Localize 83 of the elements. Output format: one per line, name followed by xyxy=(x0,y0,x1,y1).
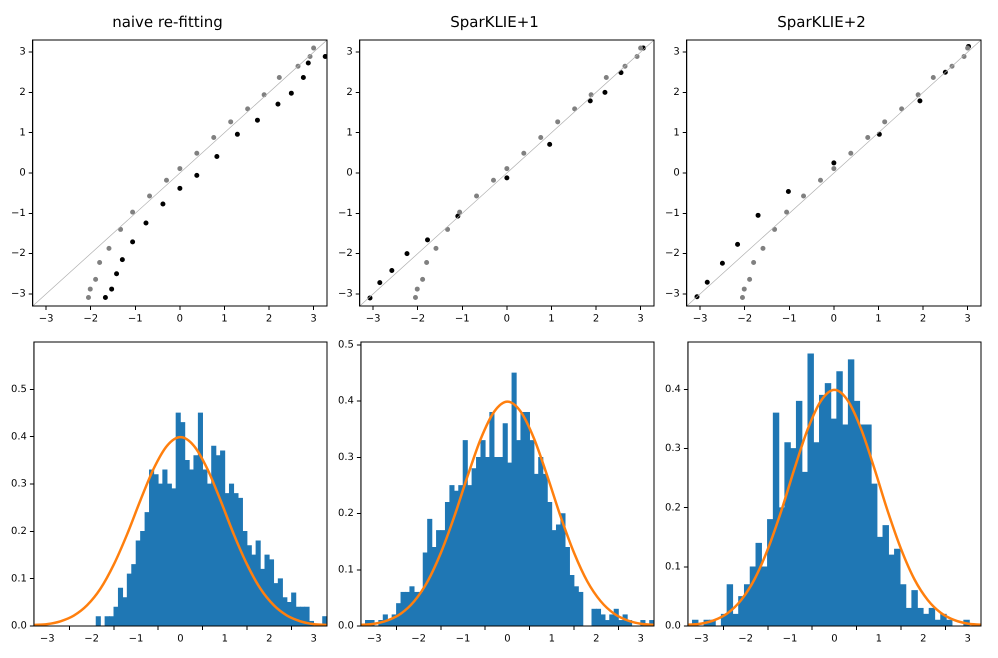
x-tick-label: −2 xyxy=(737,314,752,325)
y-tick-label: 0.3 xyxy=(664,443,681,454)
y-tick-label: −3 xyxy=(10,288,26,300)
y-tick-label: 0.4 xyxy=(664,384,681,395)
y-tick-label: 3 xyxy=(19,46,26,58)
x-tick-label: 2 xyxy=(593,634,600,645)
x-tick-label: 2 xyxy=(266,634,272,645)
x-tick-label: 0 xyxy=(176,314,184,325)
x-tick-label: 3 xyxy=(310,314,317,325)
chart-title: SparKLIE+2 xyxy=(777,12,866,31)
x-tick-label: −1 xyxy=(782,314,797,325)
x-tick-label: 0 xyxy=(177,634,184,645)
x-tick-label: −1 xyxy=(782,634,798,645)
y-tick-label: 3 xyxy=(346,46,353,58)
y-tick-label: 0.1 xyxy=(10,573,27,584)
x-tick-label: 2 xyxy=(266,314,272,325)
y-tick-label: −3 xyxy=(338,288,353,300)
y-tick-label: 0.1 xyxy=(338,564,354,576)
y-tick-label: 0 xyxy=(673,168,680,179)
x-tick-label: −3 xyxy=(692,314,708,325)
y-tick-label: 0.0 xyxy=(664,620,681,632)
y-tick-label: 0 xyxy=(19,168,26,179)
y-tick-label: 0.2 xyxy=(10,526,27,537)
y-tick-label: 0.4 xyxy=(338,396,354,407)
y-tick-label: −2 xyxy=(664,248,680,260)
x-tick-label: 1 xyxy=(548,314,555,325)
x-tick-label: 0 xyxy=(504,634,511,645)
y-tick-label: 0 xyxy=(346,168,353,179)
y-tick-label: −3 xyxy=(664,288,680,300)
x-tick-label: 1 xyxy=(222,634,228,645)
x-tick-label: 0 xyxy=(831,634,838,645)
y-tick-label: −1 xyxy=(664,208,680,219)
y-tick-label: −2 xyxy=(10,248,26,260)
x-tick-label: 1 xyxy=(221,314,228,325)
x-tick-label: −3 xyxy=(694,634,709,645)
y-tick-label: 1 xyxy=(673,127,680,138)
x-tick-label: −2 xyxy=(410,314,426,325)
x-tick-label: −2 xyxy=(411,634,426,645)
x-tick-label: 2 xyxy=(592,314,600,325)
y-tick-label: 0.0 xyxy=(338,620,354,632)
y-tick-label: 0.2 xyxy=(664,502,681,514)
x-tick-label: −3 xyxy=(366,634,382,645)
x-tick-label: 0 xyxy=(504,314,510,325)
x-tick-label: −3 xyxy=(366,314,380,325)
y-tick-label: 1 xyxy=(346,127,353,138)
y-tick-label: 0.0 xyxy=(10,620,27,632)
y-tick-label: 2 xyxy=(19,86,26,98)
x-tick-label: −2 xyxy=(83,314,98,325)
y-tick-label: 1 xyxy=(19,127,26,138)
y-tick-label: 0.5 xyxy=(10,384,27,395)
y-tick-label: 0.1 xyxy=(664,561,681,572)
x-tick-label: −1 xyxy=(128,314,143,325)
y-tick-label: −1 xyxy=(10,208,26,219)
y-tick-label: 0.4 xyxy=(10,431,27,442)
chart-title: naive re-fitting xyxy=(112,12,223,31)
x-tick-label: 1 xyxy=(876,634,882,645)
x-tick-label: −1 xyxy=(128,634,144,645)
x-tick-label: −2 xyxy=(84,634,100,645)
y-tick-label: 0.2 xyxy=(338,508,354,520)
x-tick-label: 1 xyxy=(875,314,882,325)
x-tick-label: 0 xyxy=(830,314,838,325)
x-tick-label: 2 xyxy=(920,314,926,325)
y-tick-label: 0.3 xyxy=(10,478,27,490)
y-tick-label: 3 xyxy=(673,46,680,58)
y-tick-label: 2 xyxy=(673,86,680,98)
y-tick-label: −1 xyxy=(338,208,353,219)
y-tick-label: 2 xyxy=(346,86,353,98)
chart-title: SparKLIE+1 xyxy=(450,12,539,31)
x-tick-label: −1 xyxy=(454,314,470,325)
x-tick-label: 3 xyxy=(310,634,317,645)
x-tick-label: 3 xyxy=(637,314,644,325)
x-tick-label: −3 xyxy=(40,634,55,645)
x-tick-label: 1 xyxy=(548,634,556,645)
y-tick-label: −2 xyxy=(338,248,353,260)
y-tick-label: 0.3 xyxy=(338,452,354,463)
y-tick-label: 0.5 xyxy=(338,339,354,350)
x-tick-label: 2 xyxy=(920,634,926,645)
x-tick-label: −2 xyxy=(738,634,754,645)
x-tick-label: −3 xyxy=(38,314,54,325)
x-tick-label: 3 xyxy=(964,634,971,645)
x-tick-label: −1 xyxy=(456,634,470,645)
x-tick-label: 3 xyxy=(637,634,644,645)
x-tick-label: 3 xyxy=(964,314,971,325)
